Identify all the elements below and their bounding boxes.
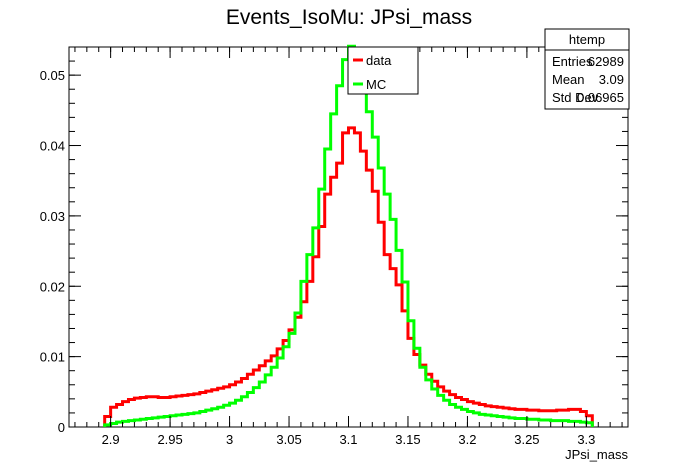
stats-stddev-label: Std Dev <box>552 90 599 105</box>
stats-stddev-value: 0.06965 <box>577 90 624 105</box>
legend-box <box>347 46 419 95</box>
series-line-mc <box>103 44 594 427</box>
y-axis: 0 0.01 0.02 0.03 0.04 0.05 <box>40 46 628 435</box>
chart-title: Events_IsoMu: JPsi_mass <box>226 6 472 29</box>
plot-frame <box>68 46 629 428</box>
y-tick-label: 0.05 <box>40 68 65 83</box>
x-tick-label: 2.95 <box>157 432 182 447</box>
x-tick-label: 3.25 <box>514 432 539 447</box>
x-axis: 2.9 2.95 3 3.05 3.1 3.15 3.2 3.25 3.3 <box>74 47 623 447</box>
x-tick-label: 3.3 <box>577 432 595 447</box>
stats-box: htemp Entries 62989 Mean 3.09 Std Dev 0.… <box>544 28 630 110</box>
x-tick-label: 3 <box>226 432 233 447</box>
y-tick-label: 0.02 <box>40 279 65 294</box>
stats-mean-label: Mean <box>552 72 585 87</box>
x-tick-label: 2.9 <box>102 432 120 447</box>
x-axis-label: JPsi_mass <box>565 447 628 462</box>
y-tick-label: 0.01 <box>40 350 65 365</box>
stats-entries-label: Entries <box>552 54 593 69</box>
x-tick-label: 3.05 <box>276 432 301 447</box>
stats-entries-value: 62989 <box>588 54 624 69</box>
stats-box-title: htemp <box>569 32 605 47</box>
series-line-data <box>103 126 594 427</box>
x-tick-label: 3.1 <box>339 432 357 447</box>
legend-label-mc: MC <box>366 77 386 92</box>
stats-mean-value: 3.09 <box>599 72 624 87</box>
legend: data MC <box>347 46 419 95</box>
y-tick-label: 0 <box>58 420 65 435</box>
x-tick-label: 3.2 <box>458 432 476 447</box>
y-tick-label: 0.04 <box>40 139 65 154</box>
stats-box-frame <box>544 28 630 110</box>
y-tick-label: 0.03 <box>40 209 65 224</box>
x-tick-label: 3.15 <box>395 432 420 447</box>
series-layer <box>103 44 594 427</box>
legend-label-data: data <box>366 53 392 68</box>
